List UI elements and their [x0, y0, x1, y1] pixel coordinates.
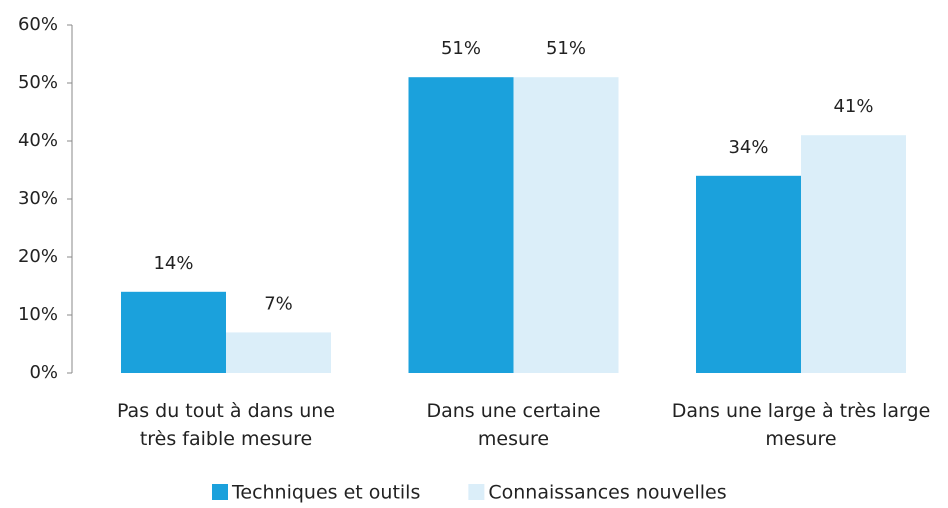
legend-label: Techniques et outils: [231, 482, 420, 504]
bar: [696, 175, 801, 373]
y-tick-label: 10%: [18, 304, 58, 325]
y-tick-label: 60%: [18, 14, 58, 35]
x-tick-label: Dans une large à très large mesure: [671, 400, 931, 450]
y-tick-label: 30%: [18, 188, 58, 209]
bar: [801, 135, 906, 373]
data-label: 51%: [546, 38, 586, 59]
data-label: 14%: [153, 253, 193, 274]
y-tick-label: 40%: [18, 130, 58, 151]
bar: [408, 77, 514, 373]
y-tick-label: 50%: [18, 72, 58, 93]
data-label: 7%: [264, 293, 293, 314]
bar: [513, 77, 619, 373]
bar: [121, 291, 226, 373]
y-tick-label: 0%: [29, 362, 58, 383]
y-tick-label: 20%: [18, 246, 58, 267]
legend-swatch: [212, 484, 228, 500]
data-label: 51%: [441, 38, 481, 59]
legend-swatch: [468, 484, 485, 500]
bar: [226, 332, 331, 373]
x-tick-label: Dans une certaine mesure: [426, 400, 601, 450]
data-label: 41%: [833, 96, 873, 117]
x-tick-label: Pas du tout à dans une très faible mesur…: [116, 400, 336, 450]
data-label: 34%: [728, 137, 768, 158]
legend-label: Connaissances nouvelles: [488, 482, 726, 504]
